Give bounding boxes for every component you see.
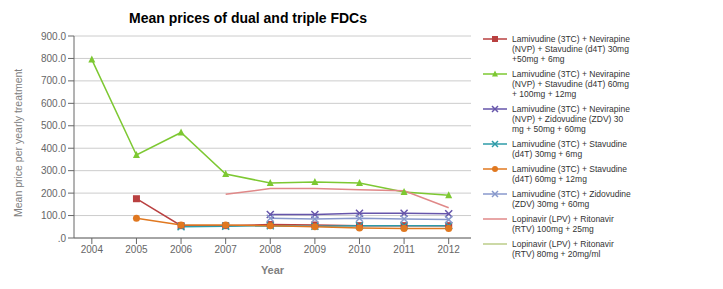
svg-text:Year: Year: [261, 264, 285, 276]
svg-text:2006: 2006: [170, 244, 193, 255]
html-text:Lamivudine (3TC) + Zidovudine: Lamivudine (3TC) + Zidovudine: [512, 189, 631, 199]
svg-text:.0: .0: [58, 233, 67, 244]
html-text:(ZDV) 30mg + 60mg: (ZDV) 30mg + 60mg: [512, 199, 590, 209]
svg-text:2009: 2009: [304, 244, 327, 255]
svg-text:Mean price per yearly treatmen: Mean price per yearly treatment: [12, 69, 24, 217]
html-text:(NVP) + Zidovudine (ZDV) 30: (NVP) + Zidovudine (ZDV) 30: [512, 114, 624, 124]
svg-text:2008: 2008: [259, 244, 282, 255]
html-text:Lopinavir (LPV) + Ritonavir: Lopinavir (LPV) + Ritonavir: [512, 239, 614, 249]
svg-text:500.0: 500.0: [41, 120, 66, 131]
html-text:Mean prices of dual and triple: Mean prices of dual and triple FDCs: [129, 10, 367, 26]
html-text:(d4T) 30mg + 6mg: (d4T) 30mg + 6mg: [512, 149, 583, 159]
svg-text:700.0: 700.0: [41, 75, 66, 86]
svg-text:2005: 2005: [125, 244, 148, 255]
html-text:(RTV) 100mg + 25mg: (RTV) 100mg + 25mg: [512, 224, 594, 234]
html-text:+ 100mg + 12mg: + 100mg + 12mg: [512, 89, 577, 99]
svg-text:300.0: 300.0: [41, 165, 66, 176]
html-text:Lamivudine (3TC) + Nevirapine: Lamivudine (3TC) + Nevirapine: [512, 69, 630, 79]
svg-text:2007: 2007: [215, 244, 238, 255]
svg-text:200.0: 200.0: [41, 188, 66, 199]
html-text:Lopinavir (LPV) + Ritonavir: Lopinavir (LPV) + Ritonavir: [512, 214, 614, 224]
html-text:(NVP) + Stavudine (d4T) 30mg: (NVP) + Stavudine (d4T) 30mg: [512, 44, 629, 54]
html-text:Lamivudine (3TC) + Nevirapine: Lamivudine (3TC) + Nevirapine: [512, 104, 630, 114]
svg-text:600.0: 600.0: [41, 98, 66, 109]
html-text:+50mg + 6mg: +50mg + 6mg: [512, 54, 565, 64]
svg-text:2012: 2012: [438, 244, 461, 255]
html-text:Lamivudine (3TC) + Stavudine: Lamivudine (3TC) + Stavudine: [512, 164, 627, 174]
html-text:(d4T) 60mg + 12mg: (d4T) 60mg + 12mg: [512, 174, 587, 184]
svg-text:2004: 2004: [81, 244, 104, 255]
html-text:mg + 50mg + 60mg: mg + 50mg + 60mg: [512, 124, 586, 134]
html-text:(RTV) 80mg + 20mg/ml: (RTV) 80mg + 20mg/ml: [512, 249, 601, 259]
svg-text:900.0: 900.0: [41, 31, 66, 42]
svg-text:2010: 2010: [348, 244, 371, 255]
html-text:Lamivudine (3TC) + Stavudine: Lamivudine (3TC) + Stavudine: [512, 139, 627, 149]
html-text:(NVP) + Stavudine (d4T) 60mg: (NVP) + Stavudine (d4T) 60mg: [512, 79, 629, 89]
svg-text:100.0: 100.0: [41, 210, 66, 221]
html-text:Lamivudine (3TC) + Nevirapine: Lamivudine (3TC) + Nevirapine: [512, 34, 630, 44]
svg-text:800.0: 800.0: [41, 53, 66, 64]
svg-text:2011: 2011: [393, 244, 415, 255]
svg-text:400.0: 400.0: [41, 143, 66, 154]
